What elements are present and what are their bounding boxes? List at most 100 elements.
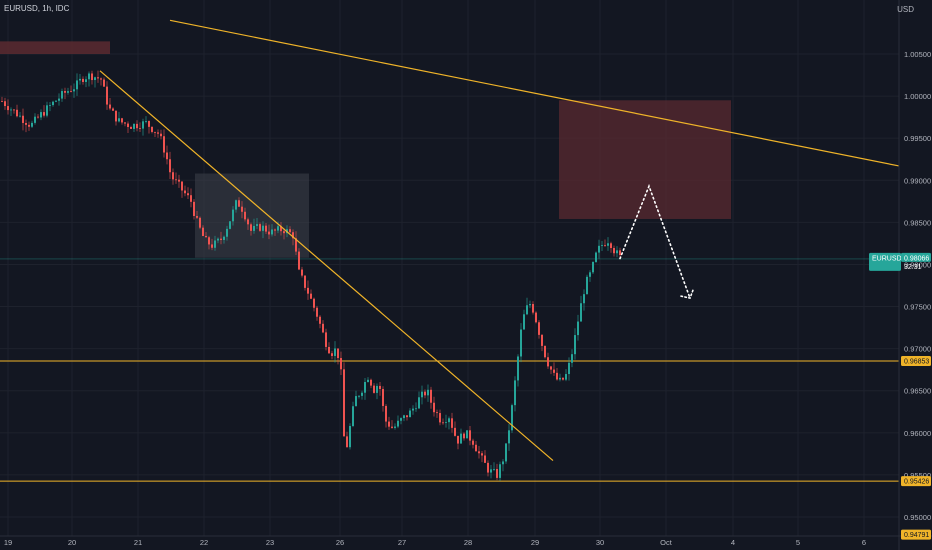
candle-body <box>208 237 210 245</box>
candle-body <box>349 425 351 448</box>
candle-body <box>406 415 408 418</box>
time-tick-label: 26 <box>336 538 344 547</box>
candle-body <box>31 122 33 127</box>
trendlines[interactable] <box>99 19 900 462</box>
candle-body <box>37 116 39 118</box>
candle-body <box>319 316 321 324</box>
level-badge-label: 0.94791 <box>904 532 929 539</box>
candle-body <box>451 418 453 428</box>
candle-body <box>82 78 84 82</box>
candle-body <box>127 123 129 127</box>
candle-body <box>385 405 387 422</box>
candle-body <box>361 392 363 396</box>
candle-body <box>409 410 411 418</box>
candle-body <box>85 79 87 82</box>
candle-body <box>553 369 555 373</box>
candle-body <box>604 245 606 246</box>
candle-body <box>325 332 327 347</box>
candle-body <box>541 334 543 346</box>
candle-body <box>601 245 603 246</box>
price-tick-label: 0.96500 <box>904 387 931 396</box>
candle-body <box>577 321 579 336</box>
symbol-title[interactable]: EURUSD, 1h, IDC <box>4 4 70 13</box>
candle-body <box>121 118 123 123</box>
candle-body <box>511 405 513 431</box>
candle-body <box>103 79 105 87</box>
candle-body <box>445 422 447 423</box>
candle-body <box>484 455 486 463</box>
candle-body <box>73 89 75 92</box>
candle-body <box>514 380 516 406</box>
time-tick-label: 30 <box>596 538 604 547</box>
time-tick-label: 19 <box>4 538 12 547</box>
candle-body <box>235 200 237 210</box>
horizontal-levels <box>0 258 899 482</box>
candle-body <box>616 250 618 254</box>
current-price-value-badge <box>901 252 931 262</box>
candle-body <box>229 221 231 229</box>
time-tick-label: 22 <box>200 538 208 547</box>
supply-zone[interactable] <box>559 100 731 219</box>
candle-body <box>16 109 18 117</box>
candle-body <box>490 469 492 473</box>
candle-body <box>199 217 201 228</box>
trendline[interactable] <box>99 70 554 462</box>
candle-body <box>70 91 72 92</box>
time-tick-label: 20 <box>68 538 76 547</box>
candle-body <box>142 121 144 129</box>
candle-body <box>25 122 27 125</box>
candle-body <box>175 179 177 181</box>
candle-body <box>343 369 345 437</box>
candle-body <box>61 91 63 99</box>
candle-body <box>58 98 60 101</box>
candle-body <box>442 422 444 424</box>
candle-body <box>178 179 180 182</box>
candle-body <box>469 430 471 441</box>
candle-body <box>340 358 342 370</box>
candle-body <box>283 231 285 234</box>
candle-body <box>301 269 303 276</box>
time-tick-label: 4 <box>731 538 735 547</box>
candle-body <box>595 252 597 262</box>
level-badge <box>901 529 931 540</box>
candle-body <box>535 312 537 323</box>
price-tick-label: 0.99500 <box>904 134 931 143</box>
candle-body <box>310 293 312 299</box>
candle-body <box>436 412 438 414</box>
candle-body <box>4 101 6 107</box>
candle-body <box>367 379 369 383</box>
candle-body <box>187 193 189 196</box>
candle-body <box>217 238 219 241</box>
price-badges: EURUSD 0.98066 32:31 0.96853 0.95426 0.94791 <box>869 252 931 540</box>
candle-body <box>586 276 588 295</box>
candle-body <box>232 209 234 222</box>
projection-arrowhead <box>680 289 694 300</box>
candle-body <box>151 126 153 132</box>
candle-body <box>289 229 291 233</box>
trendline[interactable] <box>169 19 900 167</box>
candle-body <box>559 377 561 380</box>
badge-countdown: 32:31 <box>904 264 922 271</box>
candle-body <box>214 240 216 248</box>
candle-body <box>448 418 450 423</box>
candle-body <box>580 303 582 322</box>
currency-label[interactable]: USD <box>897 5 914 14</box>
time-axis[interactable]: 19 20 21 22 23 26 27 28 29 30 Oct 4 5 6 <box>4 538 866 547</box>
candle-body <box>481 453 483 456</box>
candle-body <box>355 396 357 407</box>
candle-body <box>574 335 576 355</box>
candle-body <box>253 225 255 231</box>
candle-body <box>46 105 48 116</box>
candle-body <box>463 433 465 439</box>
price-axis[interactable]: 1.00500 1.00000 0.99500 0.99000 0.98500 0.980… <box>904 50 931 522</box>
candle-body <box>568 362 570 375</box>
supply-zone[interactable] <box>0 41 110 54</box>
time-tick-label: 21 <box>134 538 142 547</box>
time-tick-label: 28 <box>464 538 472 547</box>
candles <box>1 70 621 481</box>
candle-body <box>67 91 69 93</box>
candle-body <box>313 298 315 308</box>
candle-body <box>358 395 360 397</box>
candle-body <box>55 100 57 102</box>
